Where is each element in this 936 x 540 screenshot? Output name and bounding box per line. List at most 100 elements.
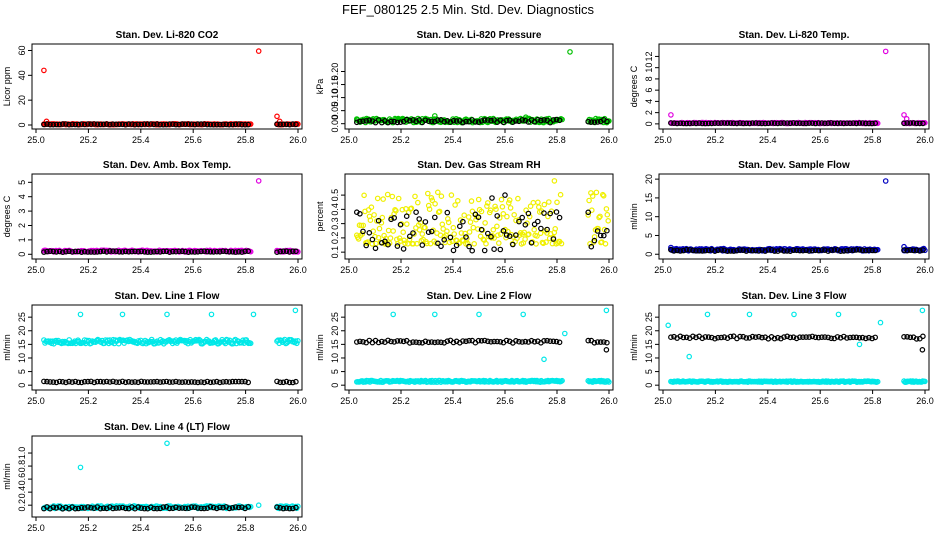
y-tick-label: 2 — [644, 110, 654, 115]
data-point — [274, 113, 280, 120]
data-point — [702, 247, 709, 254]
data-point — [148, 249, 154, 255]
data-point — [125, 121, 132, 127]
data-point — [674, 120, 680, 127]
data-point — [50, 248, 57, 255]
data-point — [69, 121, 76, 128]
y-tick-label: 2 — [17, 223, 27, 228]
data-point — [188, 504, 195, 510]
data-point — [50, 121, 57, 128]
data-point — [559, 116, 565, 123]
data-point — [589, 193, 596, 199]
x-tick-label: 26.0 — [600, 396, 618, 406]
data-point — [135, 121, 142, 128]
chart-title: Stan. Dev. Li-820 Pressure — [417, 30, 542, 41]
data-point — [100, 121, 107, 128]
data-point — [456, 223, 463, 230]
data-point — [447, 119, 454, 125]
data-point — [668, 112, 674, 118]
data-point — [796, 334, 803, 341]
data-point — [160, 248, 167, 255]
data-point — [844, 335, 850, 341]
data-point — [781, 248, 787, 254]
x-tick-label: 26.0 — [289, 135, 307, 145]
y-tick-label: 0.00 — [330, 115, 340, 133]
x-tick-label: 25.8 — [548, 265, 566, 275]
x-tick-label: 25.0 — [27, 265, 45, 275]
y-axis-label: degrees C — [629, 65, 639, 107]
data-point — [226, 379, 233, 385]
data-point — [148, 379, 154, 385]
chart-rh: Stan. Dev. Gas Stream RH 25.0 25.2 25.4 25.6… — [315, 160, 618, 275]
data-point — [674, 247, 680, 254]
data-point — [201, 505, 208, 512]
y-tick-label: 15 — [17, 339, 27, 349]
data-point — [803, 247, 809, 254]
data-point — [494, 223, 500, 230]
data-point — [484, 203, 490, 209]
data-point — [97, 505, 104, 512]
data-point — [164, 311, 170, 318]
y-axis-label: ml/min — [629, 334, 639, 361]
data-point — [686, 247, 693, 253]
data-point — [492, 203, 498, 210]
data-point — [539, 239, 546, 246]
data-point — [157, 505, 164, 512]
data-point — [484, 230, 491, 237]
data-point — [494, 338, 501, 345]
data-point — [504, 213, 510, 220]
y-tick-label: 20 — [644, 326, 654, 336]
data-point — [214, 505, 220, 512]
data-point — [850, 120, 857, 126]
data-point — [173, 378, 179, 385]
plot-frame — [31, 173, 303, 260]
data-point — [904, 247, 911, 254]
data-point — [431, 311, 438, 318]
x-tick-label: 25.4 — [132, 523, 150, 533]
data-point — [72, 248, 79, 255]
data-point — [478, 337, 485, 344]
data-point — [382, 238, 388, 245]
data-point — [787, 334, 794, 341]
data-point — [179, 248, 186, 255]
data-point — [812, 334, 819, 341]
data-point — [803, 120, 809, 127]
plot-frame — [344, 304, 614, 391]
data-point — [357, 211, 363, 217]
data-point — [220, 504, 226, 511]
data-point — [715, 334, 721, 341]
data-point — [603, 307, 610, 314]
data-point — [556, 339, 563, 346]
data-point — [214, 121, 220, 128]
data-point — [100, 505, 107, 512]
y-tick-label: 10 — [644, 63, 654, 73]
data-point — [784, 248, 791, 254]
x-tick-label: 26.0 — [289, 396, 307, 406]
data-point — [749, 333, 756, 340]
data-point — [176, 379, 182, 385]
data-point — [847, 247, 853, 254]
y-tick-label: 0.05 — [330, 102, 340, 120]
x-tick-label: 25.6 — [184, 265, 202, 275]
data-point — [882, 178, 889, 184]
data-point — [920, 120, 926, 127]
data-point — [379, 214, 386, 221]
data-point — [66, 248, 72, 255]
data-point — [557, 191, 564, 198]
data-point — [410, 339, 416, 345]
data-point — [825, 120, 831, 127]
data-point — [242, 248, 248, 255]
data-point — [403, 116, 410, 123]
data-point — [525, 231, 532, 238]
data-point — [397, 238, 404, 244]
data-point — [185, 121, 192, 128]
data-point — [740, 333, 747, 340]
y-tick-label: 0.10 — [330, 89, 340, 107]
y-tick-label: 0 — [17, 122, 27, 127]
data-point — [452, 202, 458, 208]
data-point — [223, 248, 230, 255]
data-point — [460, 338, 466, 344]
data-point — [66, 121, 72, 128]
series-temp — [668, 48, 928, 127]
